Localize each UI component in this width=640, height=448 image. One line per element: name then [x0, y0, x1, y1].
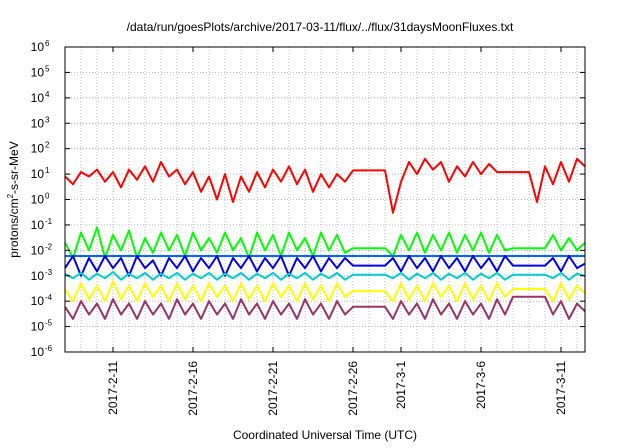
y-tick-exponent: -6 — [45, 344, 53, 353]
series-line-7 — [64, 295, 586, 320]
y-tick-exponent: 6 — [45, 39, 50, 48]
y-tick-exponent: -2 — [45, 242, 53, 251]
series-line-1 — [64, 157, 586, 214]
x-axis-label: Coordinated Universal Time (UTC) — [232, 428, 418, 442]
y-tick-exponent: 4 — [45, 90, 50, 99]
series-group — [64, 157, 586, 320]
chart-title: /data/run/goesPlots/archive/2017-03-11/f… — [126, 20, 514, 34]
y-tick-exponent: 1 — [45, 166, 50, 175]
y-tick-label: 10 — [31, 269, 45, 283]
series-line-4 — [64, 255, 586, 277]
series-line-5 — [64, 271, 586, 281]
y-tick-label: 10 — [31, 294, 45, 308]
x-tick-label: 2017-2-21 — [266, 361, 280, 416]
x-tick-label: 2017-3-6 — [474, 361, 488, 409]
series-line-2 — [64, 226, 586, 259]
series-line-6 — [64, 280, 586, 303]
y-tick-label: 10 — [31, 91, 45, 105]
y-tick-label: 10 — [31, 40, 45, 54]
x-tick-label: 2017-2-11 — [106, 361, 120, 415]
y-tick-label: 10 — [31, 142, 45, 156]
y-tick-label: 10 — [31, 116, 45, 130]
y-tick-label: 10 — [31, 167, 45, 181]
y-tick-label: 10 — [31, 243, 45, 257]
y-tick-exponent: 0 — [45, 192, 50, 201]
y-tick-exponent: -1 — [45, 217, 53, 226]
y-tick-label: 10 — [31, 320, 45, 334]
y-tick-exponent: 3 — [45, 115, 50, 124]
y-tick-label: 10 — [31, 193, 45, 207]
y-axis-label: protons/cm2-s-sr-MeV — [6, 141, 21, 257]
y-tick-label: 10 — [31, 345, 45, 359]
x-tick-label: 2017-2-16 — [186, 361, 200, 416]
y-tick-exponent: 2 — [45, 141, 50, 150]
y-tick-exponent: 5 — [45, 64, 50, 73]
x-tick-label: 2017-2-26 — [346, 361, 360, 416]
x-tick-label: 2017-3-11 — [554, 361, 568, 415]
x-tick-label: 2017-3-1 — [394, 361, 408, 409]
y-tick-exponent: -4 — [45, 293, 53, 302]
y-tick-exponent: -3 — [45, 268, 53, 277]
y-tick-label: 10 — [31, 218, 45, 232]
y-tick-label: 10 — [31, 65, 45, 79]
y-tick-exponent: -5 — [45, 319, 53, 328]
